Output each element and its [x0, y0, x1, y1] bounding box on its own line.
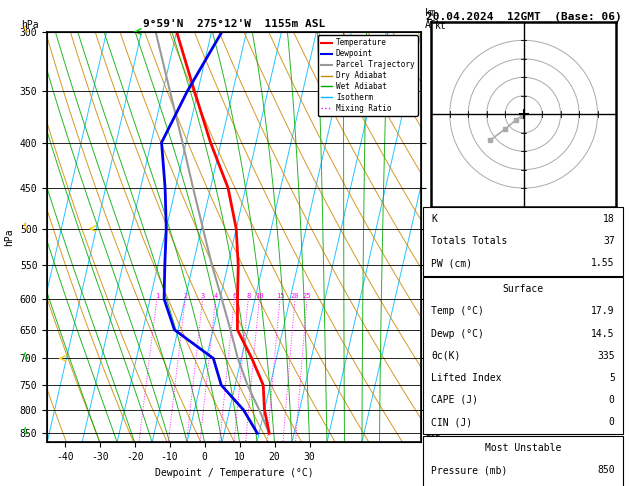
Bar: [423, 277, 623, 434]
Text: CIN (J): CIN (J): [431, 417, 472, 427]
Text: 6: 6: [232, 293, 237, 299]
Text: 25: 25: [303, 293, 311, 299]
Text: 20.04.2024  12GMT  (Base: 06): 20.04.2024 12GMT (Base: 06): [426, 12, 622, 22]
Text: Most Unstable: Most Unstable: [485, 443, 561, 453]
Legend: Temperature, Dewpoint, Parcel Trajectory, Dry Adiabat, Wet Adiabat, Isotherm, Mi: Temperature, Dewpoint, Parcel Trajectory…: [318, 35, 418, 116]
Text: 3: 3: [201, 293, 205, 299]
X-axis label: Dewpoint / Temperature (°C): Dewpoint / Temperature (°C): [155, 468, 314, 478]
Text: Totals Totals: Totals Totals: [431, 236, 508, 246]
Text: Surface: Surface: [503, 284, 543, 295]
Text: PW (cm): PW (cm): [431, 258, 472, 268]
Text: 5: 5: [609, 373, 615, 383]
Text: 850: 850: [597, 466, 615, 475]
Text: 18: 18: [603, 214, 615, 224]
Text: LCL: LCL: [425, 429, 440, 438]
Text: 1: 1: [155, 293, 159, 299]
Text: 14.5: 14.5: [591, 329, 615, 339]
Text: θc(K): θc(K): [431, 351, 460, 361]
Text: 15: 15: [276, 293, 284, 299]
Title: 9°59'N  275°12'W  1155m ASL: 9°59'N 275°12'W 1155m ASL: [143, 19, 325, 30]
Text: 0: 0: [609, 417, 615, 427]
Y-axis label: hPa: hPa: [4, 228, 14, 246]
Text: 10: 10: [255, 293, 264, 299]
Text: hPa: hPa: [21, 19, 38, 30]
Text: km
ASL: km ASL: [425, 8, 443, 30]
Text: K: K: [431, 214, 437, 224]
Text: Temp (°C): Temp (°C): [431, 307, 484, 316]
Text: Dewp (°C): Dewp (°C): [431, 329, 484, 339]
Text: 0: 0: [609, 395, 615, 405]
Text: 1.55: 1.55: [591, 258, 615, 268]
Text: 20: 20: [291, 293, 299, 299]
Text: 335: 335: [597, 351, 615, 361]
Text: CAPE (J): CAPE (J): [431, 395, 478, 405]
Bar: [423, 207, 623, 276]
Text: Lifted Index: Lifted Index: [431, 373, 502, 383]
Text: 8: 8: [246, 293, 250, 299]
Text: 37: 37: [603, 236, 615, 246]
Text: kt: kt: [435, 21, 447, 31]
Text: 4: 4: [213, 293, 218, 299]
Text: 17.9: 17.9: [591, 307, 615, 316]
Bar: [423, 436, 623, 486]
Text: Pressure (mb): Pressure (mb): [431, 466, 508, 475]
Text: 2: 2: [183, 293, 187, 299]
Y-axis label: Mixing Ratio (g/kg): Mixing Ratio (g/kg): [441, 181, 451, 293]
